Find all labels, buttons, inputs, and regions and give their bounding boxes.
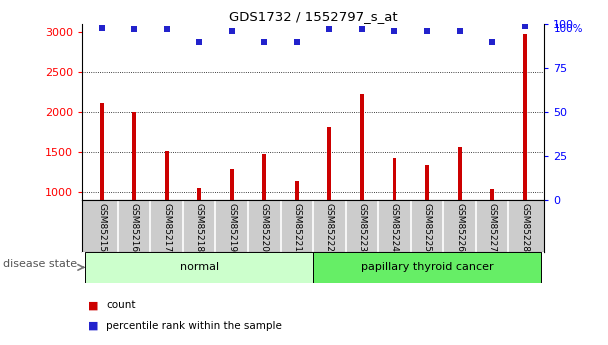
Bar (393, 158, 396, 200)
Text: GSM85216: GSM85216 (130, 203, 139, 252)
Text: GSM85226: GSM85226 (455, 203, 464, 252)
Bar (85, 252, 313, 283)
Point (227, 28, 237, 34)
Bar (523, 34, 527, 200)
Bar (458, 147, 461, 200)
Bar (360, 94, 364, 200)
Text: disease state: disease state (3, 259, 77, 269)
Text: 100%: 100% (553, 24, 583, 34)
Point (260, 39, 269, 45)
Text: GSM85223: GSM85223 (358, 203, 367, 252)
Text: GSM85215: GSM85215 (97, 203, 106, 252)
Bar (100, 102, 103, 200)
Bar (197, 188, 201, 200)
Point (292, 39, 302, 45)
Point (487, 39, 497, 45)
Bar (328, 127, 331, 200)
Point (455, 28, 465, 34)
Bar (490, 189, 494, 200)
Text: ■: ■ (88, 321, 98, 331)
Bar (425, 165, 429, 200)
Point (325, 27, 334, 32)
Text: GSM85218: GSM85218 (195, 203, 204, 252)
Text: GSM85217: GSM85217 (162, 203, 171, 252)
Bar (263, 154, 266, 200)
Text: GSM85221: GSM85221 (292, 203, 302, 252)
Point (520, 23, 530, 29)
Text: GSM85219: GSM85219 (227, 203, 237, 252)
Text: GSM85220: GSM85220 (260, 203, 269, 252)
Text: count: count (106, 300, 136, 310)
Text: ■: ■ (88, 300, 98, 310)
Text: GSM85227: GSM85227 (488, 203, 497, 252)
Text: GSM85228: GSM85228 (520, 203, 529, 252)
Text: GSM85224: GSM85224 (390, 203, 399, 252)
Point (357, 27, 367, 32)
Bar (295, 181, 299, 200)
Text: papillary thyroid cancer: papillary thyroid cancer (361, 263, 493, 272)
Point (162, 27, 171, 32)
Text: percentile rank within the sample: percentile rank within the sample (106, 321, 282, 331)
Point (130, 27, 139, 32)
Text: GSM85222: GSM85222 (325, 203, 334, 252)
Bar (230, 169, 233, 200)
Bar (313, 252, 541, 283)
Text: normal: normal (180, 263, 219, 272)
Bar (132, 112, 136, 200)
Bar (165, 150, 168, 200)
Text: GSM85225: GSM85225 (423, 203, 432, 252)
Point (97, 25, 106, 30)
Point (422, 28, 432, 34)
Title: GDS1732 / 1552797_s_at: GDS1732 / 1552797_s_at (229, 10, 398, 23)
Point (390, 28, 399, 34)
Point (195, 39, 204, 45)
